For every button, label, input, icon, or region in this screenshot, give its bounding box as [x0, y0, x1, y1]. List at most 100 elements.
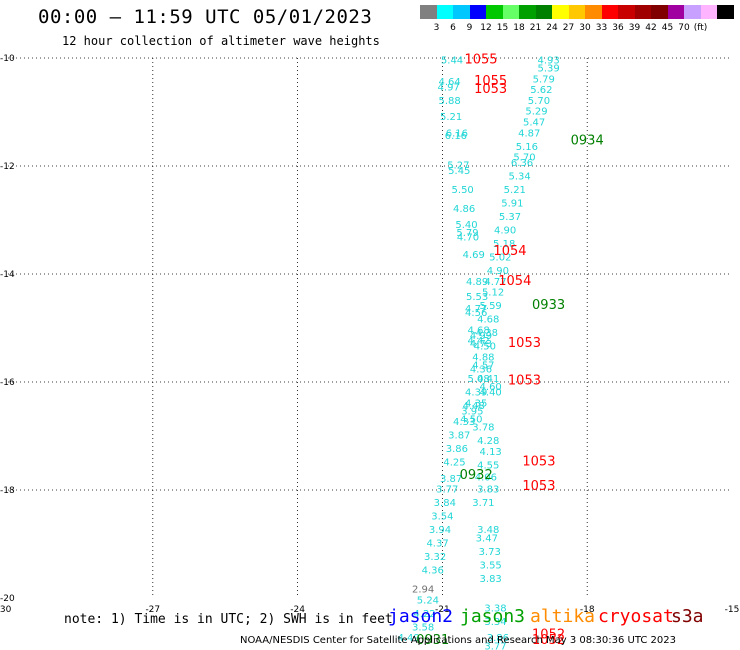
- wave-height-label: 5.50: [452, 185, 474, 196]
- wave-height-label: 5.40: [455, 220, 477, 231]
- wave-height-label: 3.54: [431, 512, 453, 523]
- wave-height-label: 4.77: [465, 304, 487, 315]
- wave-height-label: 4.97: [438, 82, 460, 93]
- color-legend: 3 6 9 12 15 18 21 24 27 30 33 36 39 42 45 70 (ft): [420, 5, 740, 35]
- x-tick-label: -30: [0, 605, 12, 615]
- y-tick-label: -18: [0, 486, 15, 496]
- wave-height-label: 4.87: [518, 128, 540, 139]
- color-legend-label: 45: [661, 23, 674, 33]
- credit-line: NOAA/NESDIS Center for Satellite Applica…: [240, 635, 676, 646]
- wave-height-label: 4.64: [439, 77, 461, 88]
- wave-height-label: 4.55: [477, 460, 499, 471]
- wave-height-label: 2.94: [412, 585, 434, 596]
- color-legend-label: 24: [546, 23, 558, 33]
- wave-height-label: 4.41: [477, 374, 499, 385]
- color-legend-label: 21: [529, 23, 542, 33]
- pass-time-label: 1055: [474, 74, 507, 89]
- wave-height-label: 5.59: [480, 301, 502, 312]
- color-swatch: [535, 5, 553, 19]
- y-tick-label: -10: [0, 54, 15, 64]
- wave-height-label: 3.73: [479, 547, 501, 558]
- mission-legend: jason2 jason3 altika cryosat s3a: [0, 606, 740, 630]
- wave-height-label: 5.02: [489, 253, 511, 264]
- wave-height-label: 4.25: [443, 458, 465, 469]
- wave-height-label: 3.47: [476, 533, 498, 544]
- wave-height-label: 4.60: [480, 382, 502, 393]
- color-legend-label: 9: [466, 23, 473, 33]
- wave-height-label: 5.47: [523, 118, 545, 129]
- color-swatch: [568, 5, 586, 19]
- color-legend-label: 30: [579, 23, 591, 33]
- wave-height-label: 5.27: [447, 161, 469, 172]
- wave-height-label: 4.73: [470, 339, 492, 350]
- wave-height-label: 4.50: [474, 342, 496, 353]
- wave-height-label: 4.93: [537, 55, 559, 66]
- pass-time-label: 1053: [508, 374, 541, 389]
- color-swatch: [618, 5, 635, 19]
- color-legend-label: (ft): [693, 23, 708, 33]
- pass-time-label: 1054: [493, 244, 526, 259]
- mission-altika: altika: [530, 606, 596, 627]
- color-swatch: [552, 5, 569, 19]
- color-legend-label: 15: [496, 23, 509, 33]
- wave-height-label: 5.39: [537, 64, 559, 75]
- y-tick-label: -12: [0, 162, 15, 172]
- wave-height-label: 4.42: [467, 336, 489, 347]
- chart-time-labels: 1055105510530934105410540933105310531053…: [416, 52, 604, 648]
- color-legend-label: 42: [645, 23, 657, 33]
- wave-height-label: 4.89: [466, 277, 488, 288]
- wave-height-label: 4.37: [426, 539, 448, 550]
- wave-height-label: 5.44: [441, 55, 463, 66]
- wave-height-label: 3.55: [480, 560, 502, 571]
- wave-height-label: 4.49: [397, 633, 419, 644]
- color-legend-label: 12: [480, 23, 492, 33]
- wave-height-label: 5.79: [456, 228, 478, 239]
- wave-height-label: 5.88: [439, 96, 461, 107]
- wave-height-label: 5.08: [467, 374, 489, 385]
- wave-height-label: 3.83: [477, 485, 499, 496]
- pass-time-label: 1053: [508, 336, 541, 351]
- wave-height-label: 4.36: [422, 566, 444, 577]
- wave-height-label: 5.12: [482, 288, 504, 299]
- color-swatch: [634, 5, 652, 19]
- wave-height-label: 3.38: [484, 604, 506, 615]
- color-swatch: [601, 5, 619, 19]
- wave-height-label: 3.32: [424, 552, 446, 563]
- color-swatch: [453, 5, 470, 19]
- x-tick-label: -18: [580, 605, 595, 615]
- color-swatch: [469, 5, 487, 19]
- wave-height-label: 5.45: [448, 166, 470, 177]
- pass-time-label: 1054: [498, 274, 531, 289]
- wave-height-label: 4.68: [467, 325, 489, 336]
- mission-cryosat: cryosat: [598, 606, 674, 627]
- wave-height-label: 4.77: [484, 277, 506, 288]
- wave-height-label: 5.24: [417, 595, 439, 606]
- color-legend-label: 6: [450, 23, 456, 33]
- wave-height-label: 5.53: [466, 292, 488, 303]
- wave-height-label: 3.77: [484, 641, 506, 650]
- wave-height-label: 4.06: [475, 472, 497, 483]
- wave-height-label: 3.86: [487, 633, 509, 644]
- wave-height-label: 5.18: [493, 239, 515, 250]
- wave-height-label: 5.16: [516, 142, 538, 153]
- wave-height-label: 5.29: [525, 107, 547, 118]
- color-swatch: [502, 5, 520, 19]
- wave-height-label: 5.70: [513, 153, 535, 164]
- color-legend-label: 39: [628, 23, 641, 33]
- wave-height-label: 4.86: [453, 204, 475, 215]
- wave-height-label: 5.21: [504, 185, 526, 196]
- color-swatch: [717, 5, 734, 19]
- wave-height-label: 3.78: [472, 423, 494, 434]
- pass-time-label: 1053: [522, 479, 555, 494]
- pass-time-label: 0931: [416, 633, 449, 648]
- color-swatch: [651, 5, 668, 19]
- wave-height-label: 4.99: [470, 331, 492, 342]
- x-tick-label: -27: [145, 605, 160, 615]
- mission-jason2: jason2: [388, 606, 454, 627]
- wave-height-label: 6.16: [445, 131, 467, 142]
- wave-height-label: 5.91: [501, 199, 523, 210]
- wave-height-label: 6.36: [511, 158, 533, 169]
- wave-height-label: 3.83: [480, 574, 502, 585]
- wave-height-label: 4.40: [480, 388, 502, 399]
- color-swatch: [700, 5, 718, 19]
